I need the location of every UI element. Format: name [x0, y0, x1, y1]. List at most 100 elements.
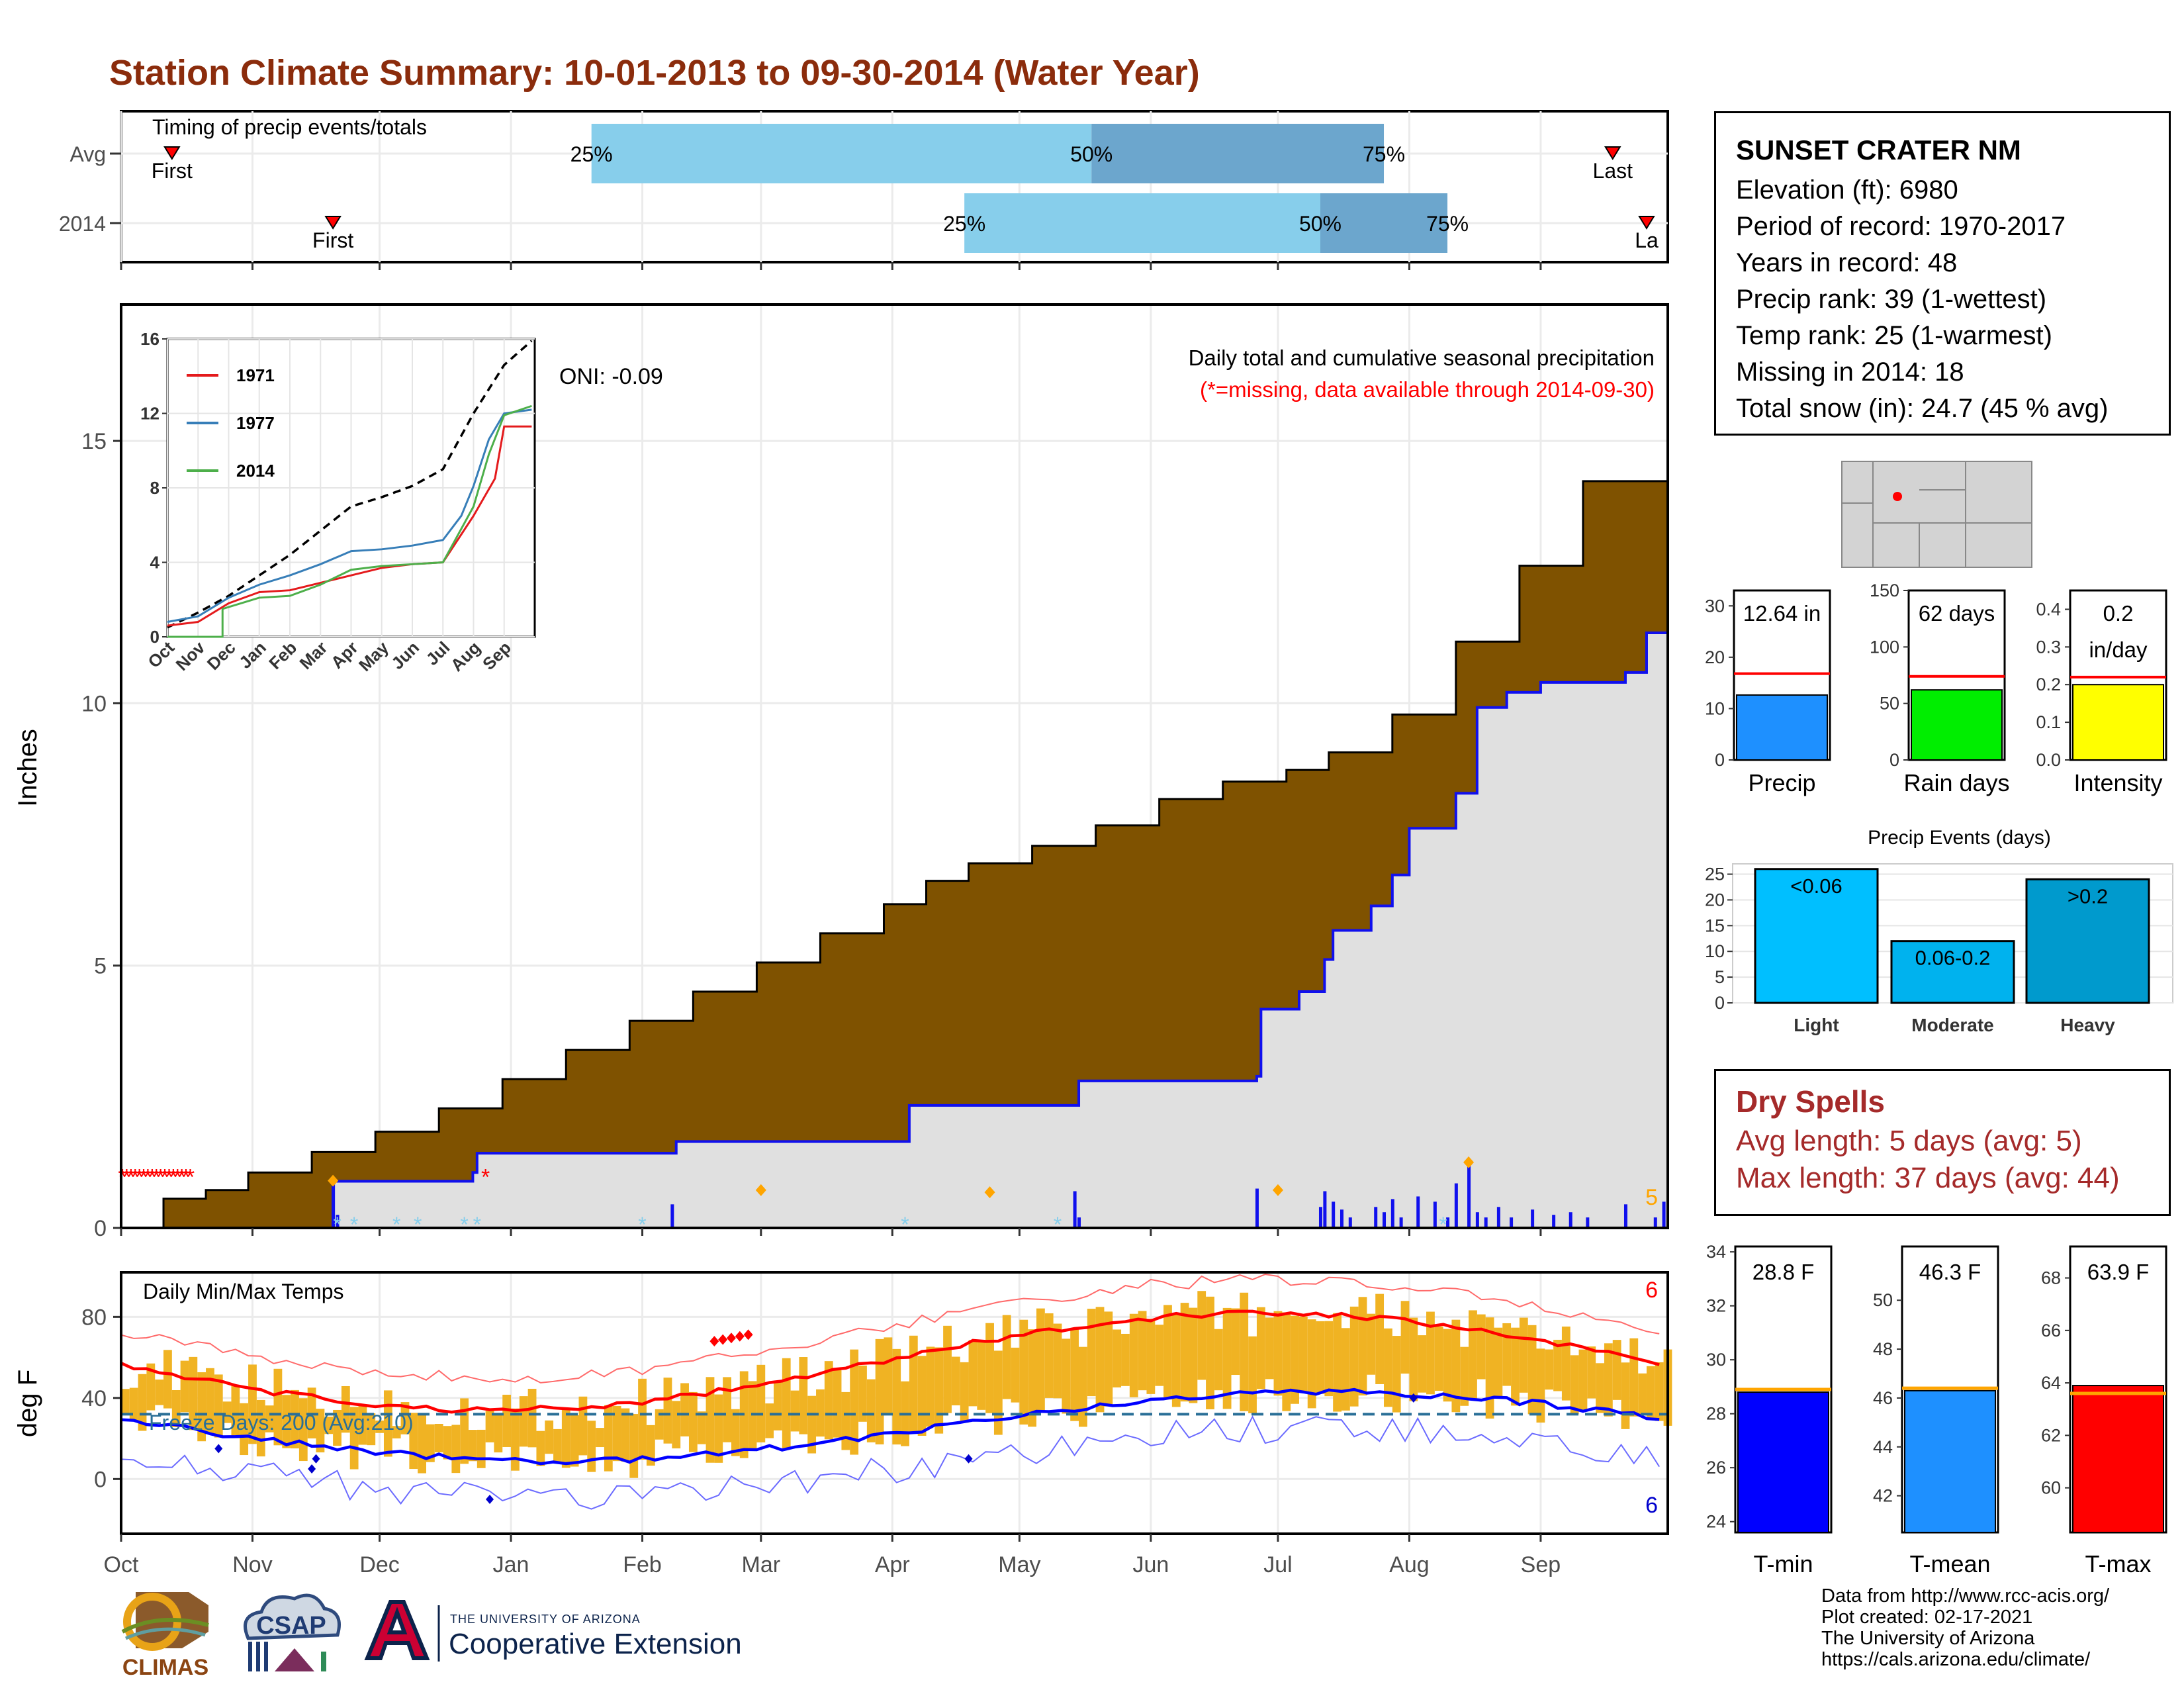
daily-temp-bar	[1282, 1312, 1291, 1411]
temp-summary-value-label: 46.3 F	[1919, 1260, 1981, 1284]
inset-legend-label: 1977	[236, 413, 275, 433]
temp-summary-ytick-label: 48	[1873, 1339, 1893, 1359]
daily-temp-bar	[1129, 1313, 1138, 1397]
daily-temp-bar	[1502, 1323, 1512, 1386]
daily-temp-bar	[875, 1338, 884, 1445]
daily-temp-bar	[1477, 1314, 1486, 1380]
daily-temp-bar	[469, 1430, 477, 1462]
trace-marker: *	[333, 1213, 341, 1237]
trace-marker: *	[350, 1213, 358, 1237]
daily-temp-bar	[723, 1377, 731, 1442]
credit-url: https://cals.arizona.edu/climate/	[1821, 1649, 2091, 1670]
daily-temp-bar	[1171, 1314, 1181, 1407]
record-high-marker	[726, 1333, 736, 1344]
precip-count-label: 5	[1645, 1185, 1658, 1210]
daily-temp-bar	[1113, 1329, 1122, 1387]
daily-temp-bar	[1367, 1313, 1376, 1375]
temp-summary-t-max: 60 62 64 66 68 63.9 F T-max	[2041, 1245, 2167, 1577]
record-low-marker	[214, 1444, 223, 1454]
daily-temp-bar	[324, 1417, 334, 1434]
precip-ytick-label: 0	[94, 1216, 107, 1241]
trace-marker: *	[473, 1213, 481, 1237]
precip-ytick-label: 10	[81, 691, 107, 716]
temp-ylabel: deg F	[13, 1370, 42, 1437]
daily-temp-bar	[1587, 1346, 1596, 1399]
daily-temp-bar	[400, 1402, 410, 1434]
daily-temp-bar	[1460, 1346, 1469, 1406]
daily-temp-bar	[222, 1401, 232, 1423]
daily-temp-bar	[418, 1414, 426, 1474]
daily-temp-bar	[578, 1396, 588, 1456]
daily-temp-bar	[1384, 1328, 1392, 1407]
daily-temp-bar	[985, 1323, 994, 1413]
snow-marker	[984, 1186, 995, 1199]
timing-p50-label: 50%	[1299, 212, 1342, 236]
daily-precip-bar	[1531, 1209, 1535, 1228]
record-high-marker	[709, 1336, 719, 1347]
mini-bar-ytick-label: 150	[1870, 581, 1899, 600]
daily-temp-bar	[790, 1390, 799, 1432]
timing-first-label: First	[152, 159, 193, 183]
precip-panel-frame	[120, 303, 1669, 1229]
daily-temp-bar	[596, 1428, 604, 1448]
daily-temp-bar	[434, 1424, 443, 1453]
temp-summary-ytick-label: 34	[1706, 1242, 1726, 1262]
cumulative-precip-2014-area	[121, 632, 1668, 1228]
daily-temp-bar	[375, 1420, 384, 1433]
precip-events-bar-label: 0.06-0.2	[1915, 947, 1991, 970]
daily-temp-bar	[646, 1425, 655, 1466]
daily-temp-bar	[1333, 1313, 1342, 1412]
ua-cooperative-extension-logo: THE UNIVERSITY OF ARIZONA Cooperative Ex…	[364, 1600, 742, 1662]
daily-temp-bar	[1062, 1338, 1071, 1414]
daily-temp-bar	[774, 1380, 782, 1430]
precip-ytick-label: 5	[94, 954, 107, 979]
temp-summary-ytick-label: 32	[1706, 1296, 1726, 1316]
mini-bar-ytick-label: 0.1	[2036, 712, 2061, 732]
station-elevation: Elevation (ft): 6980	[1736, 175, 1958, 205]
credit-source: Data from http://www.rcc-acis.org/	[1821, 1585, 2110, 1607]
timing-first-marker	[324, 216, 341, 230]
temp-summary-t-mean: 42 44 46 48 50 46.3 F T-mean	[1873, 1245, 1999, 1577]
mini-bar-ytick-label: 20	[1705, 647, 1725, 667]
daily-temp-bar	[1095, 1307, 1105, 1413]
temp-summary-name: T-min	[1754, 1550, 1813, 1577]
trace-marker: *	[392, 1213, 400, 1237]
daily-temp-bar	[1316, 1321, 1325, 1394]
daily-temp-bar	[1231, 1308, 1240, 1376]
daily-temp-bar	[1349, 1306, 1359, 1407]
locator-map-borders	[1842, 461, 2032, 567]
timing-p25-label: 25%	[570, 142, 613, 166]
daily-temp-bar	[443, 1426, 452, 1460]
daily-temp-bar	[1494, 1327, 1503, 1399]
daily-temp-bar	[1180, 1303, 1189, 1402]
daily-temp-bar	[1197, 1291, 1206, 1380]
daily-temp-bar	[1324, 1321, 1334, 1397]
temp-count-low: 6	[1645, 1493, 1658, 1518]
mini-bar-name: Precip	[1748, 769, 1815, 796]
daily-temp-bar	[1248, 1336, 1257, 1413]
inset-series-1971	[167, 425, 532, 627]
daily-temp-bar	[1655, 1362, 1664, 1421]
trace-marker: *	[901, 1213, 909, 1237]
month-label: Feb	[623, 1552, 662, 1577]
daily-temp-bar	[1163, 1305, 1172, 1400]
daily-temp-bar	[206, 1368, 214, 1434]
trace-marker: *	[1439, 1213, 1447, 1237]
daily-temp-bar	[1358, 1297, 1367, 1396]
month-label: Jan	[493, 1552, 529, 1577]
daily-temp-bar	[714, 1394, 723, 1463]
daily-temp-bar	[1451, 1319, 1461, 1413]
mini-bar-rain-days: 0 50 100 150 62 days Rain days	[1870, 581, 2010, 796]
daily-temp-bar	[1028, 1329, 1036, 1427]
daily-temp-bar	[163, 1350, 172, 1409]
daily-temp-bar	[1341, 1328, 1350, 1411]
daily-temp-bar	[180, 1360, 189, 1413]
daily-precip-bar	[1416, 1196, 1420, 1228]
mini-bar-value-label: 62 days	[1919, 601, 1995, 626]
daily-temp-bar	[968, 1340, 978, 1407]
mini-bar-ytick-label: 100	[1870, 637, 1899, 657]
timing-p75-label: 75%	[1426, 212, 1469, 236]
daily-temp-bar	[1307, 1319, 1316, 1409]
daily-temp-bar	[1638, 1373, 1647, 1416]
precip-events-category: Heavy	[2060, 1015, 2115, 1035]
